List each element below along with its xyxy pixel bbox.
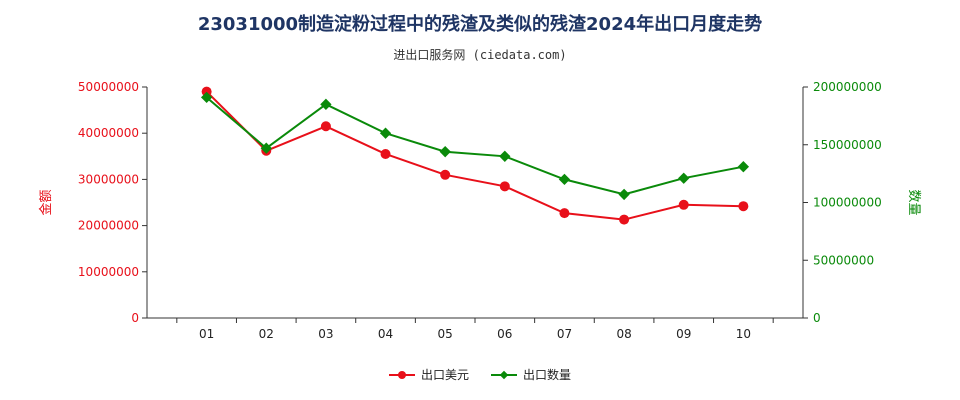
right-y-tick-label: 200000000 — [813, 80, 882, 94]
legend-amount-swatch — [388, 370, 415, 380]
left-y-tick-label: 0 — [131, 311, 139, 325]
series-quantity-point — [260, 142, 272, 154]
series-quantity-point — [678, 172, 690, 184]
series-quantity-point — [439, 146, 451, 158]
series-quantity-line — [205, 96, 744, 196]
series-amount-line — [205, 90, 744, 221]
series-amount-point — [738, 201, 749, 212]
series-amount-point — [678, 199, 689, 210]
x-tick-label: 07 — [557, 327, 572, 341]
series-amount-point — [380, 148, 391, 159]
x-tick-label: 10 — [736, 327, 751, 341]
legend-quantity-label: 出口数量 — [523, 368, 572, 382]
series-quantity-point — [737, 161, 750, 173]
left-y-tick-label: 40000000 — [78, 126, 139, 140]
right-y-tick-label: 150000000 — [813, 138, 882, 152]
x-tick-label: 03 — [318, 327, 333, 341]
left-y-tick-label: 30000000 — [78, 172, 139, 186]
x-tick-label: 08 — [616, 327, 631, 341]
series-quantity-point — [618, 188, 630, 201]
series-amount-point — [559, 208, 570, 219]
x-tick-label: 06 — [497, 327, 512, 341]
legend-item-amount[interactable]: 出口美元 — [388, 366, 469, 383]
right-y-tick-label: 0 — [813, 311, 821, 325]
right-y-axis-title: 数量 — [906, 189, 921, 215]
series-quantity-point — [379, 127, 392, 139]
series-amount-point — [499, 181, 510, 192]
series-amount-point — [619, 214, 630, 225]
series-amount-point — [440, 169, 451, 180]
right-y-tick-label: 100000000 — [813, 196, 882, 210]
left-y-tick-label: 10000000 — [78, 265, 139, 279]
left-y-tick-label: 20000000 — [78, 219, 139, 233]
x-tick-label: 02 — [259, 327, 274, 341]
x-tick-label: 05 — [438, 327, 453, 341]
chart-title: 23031000制造淀粉过程中的残渣及类似的残渣2024年出口月度走势 — [197, 14, 763, 35]
x-tick-label: 09 — [676, 327, 691, 341]
right-y-tick-label: 50000000 — [813, 253, 874, 267]
legend: 出口美元 出口数量 — [0, 366, 960, 383]
legend-item-quantity[interactable]: 出口数量 — [491, 366, 571, 383]
legend-quantity-swatch — [491, 370, 517, 380]
series-amount-point — [320, 121, 331, 132]
x-tick-label: 01 — [199, 327, 214, 341]
left-y-tick-label: 50000000 — [78, 80, 139, 94]
series-amount-point — [201, 86, 212, 97]
left-y-axis-title: 金额 — [38, 189, 54, 215]
x-tick-label: 04 — [378, 327, 393, 341]
series-quantity-point — [558, 173, 571, 186]
series-quantity-point — [499, 150, 511, 162]
chart-subtitle: 进出口服务网 (ciedata.com) — [393, 48, 567, 62]
legend-amount-label: 出口美元 — [420, 368, 469, 382]
